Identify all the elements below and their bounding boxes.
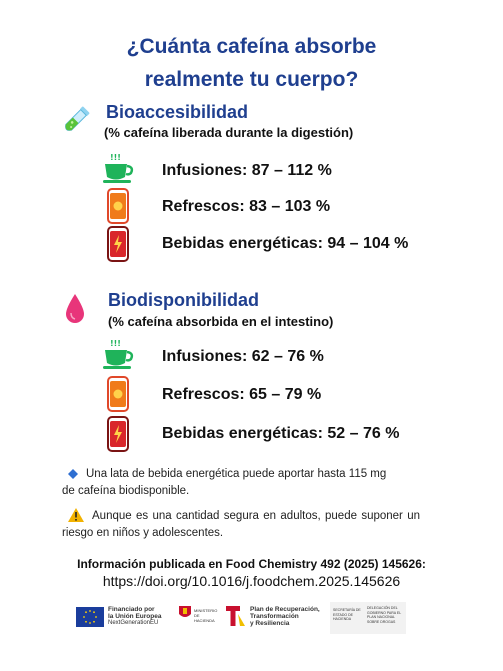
test-tube-icon — [65, 106, 90, 131]
diamond-bullet-icon — [68, 469, 78, 479]
coat-of-arms-icon — [179, 606, 191, 617]
section-heading-biodisponibilidad: Biodisponibilidad — [108, 290, 259, 310]
eu-flag-icon — [76, 607, 104, 627]
biodisponibilidad-row-energeticas: Bebidas energéticas: 52 – 76 % — [162, 425, 400, 442]
warning-icon — [68, 508, 84, 522]
soda-can-icon — [107, 188, 129, 224]
note-line-1: Una lata de bebida energética puede apor… — [86, 468, 387, 480]
eu-text-3: NextGenerationEU — [108, 620, 159, 626]
plan-text-1: Plan de Recuperación, — [250, 606, 320, 613]
reference-doi-link[interactable]: https://doi.org/10.1016/j.foodchem.2025.… — [102, 573, 401, 589]
secretaria-text-2: DELEGACIÓN DEL GOBIERNO PARA EL PLAN NAC… — [367, 606, 402, 624]
eu-text-2: la Unión Europea — [108, 613, 162, 620]
bioaccesibilidad-row-energeticas: Bebidas energéticas: 94 – 104 % — [162, 235, 409, 252]
eu-text-1: Financiado por — [108, 606, 155, 613]
title-line-1: ¿Cuánta cafeína absorbe — [126, 35, 377, 58]
secretaria-logo: SECRETARÍA DE ESTADO DE HACIENDA DELEGAC… — [330, 602, 406, 634]
page-title: ¿Cuánta cafeína absorbe realmente tu cue… — [0, 30, 503, 96]
section-subtitle-bioaccesibilidad: (% cafeína liberada durante la digestión… — [104, 125, 354, 140]
energy-can-icon — [107, 416, 129, 452]
section-subtitle-biodisponibilidad: (% cafeína absorbida en el intestino) — [108, 314, 334, 329]
soda-can-icon — [107, 376, 129, 412]
biodisponibilidad-row-infusiones: Infusiones: 62 – 76 % — [162, 348, 324, 365]
note-caffeine-amount: Una lata de bebida energética puede apor… — [62, 466, 420, 500]
bioaccesibilidad-row-refrescos: Refrescos: 83 – 103 % — [162, 198, 331, 215]
svg-text:!!!: !!! — [110, 339, 121, 348]
ministerio-logo: MINISTERIO DE HACIENDA — [176, 602, 218, 634]
plan-recuperacion-logo: Plan de Recuperación, Transformación y R… — [226, 602, 321, 634]
title-line-2: realmente tu cuerpo? — [144, 68, 359, 91]
plan-text-2: Transformación — [250, 613, 299, 620]
drop-icon — [66, 294, 84, 323]
tea-cup-icon: !!! — [103, 339, 134, 369]
svg-text:!!!: !!! — [110, 153, 121, 162]
tea-cup-icon: !!! — [103, 153, 134, 183]
plan-logo-icon — [226, 606, 245, 626]
reference-citation: Información publicada en Food Chemistry … — [77, 557, 426, 571]
plan-text-3: y Resiliencia — [250, 620, 290, 627]
biodisponibilidad-row-refrescos: Refrescos: 65 – 79 % — [162, 386, 322, 403]
ministerio-text: MINISTERIO DE HACIENDA — [194, 608, 218, 623]
secretaria-text-1: SECRETARÍA DE ESTADO DE HACIENDA — [333, 608, 361, 621]
section-heading-bioaccesibilidad: Bioaccesibilidad — [106, 102, 249, 122]
warning-text: Aunque es una cantidad segura en adultos… — [62, 510, 420, 539]
energy-can-icon — [107, 226, 129, 262]
eu-logo: Financiado por la Unión Europea NextGene… — [76, 602, 166, 634]
note-line-2: de cafeína biodisponible. — [62, 485, 190, 497]
bioaccesibilidad-row-infusiones: Infusiones: 87 – 112 % — [162, 162, 332, 179]
funding-logos: Financiado por la Unión Europea NextGene… — [76, 602, 406, 634]
note-warning: Aunque es una cantidad segura en adultos… — [62, 508, 420, 542]
